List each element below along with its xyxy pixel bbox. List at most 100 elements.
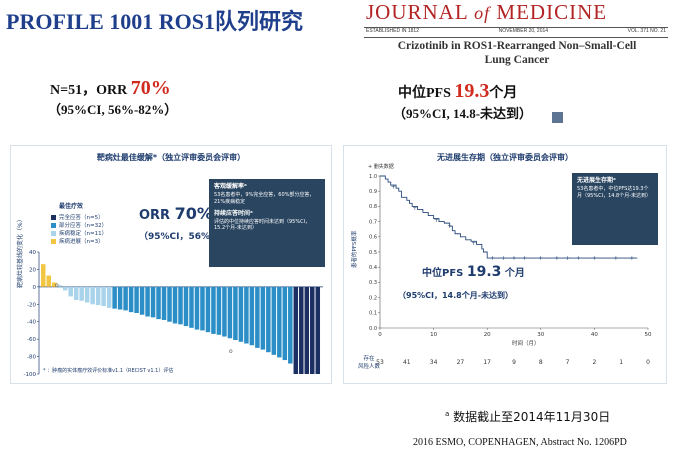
waterfall-bar (68, 286, 73, 297)
pfs-curve: + + + + + + + + + + + + + + + + (380, 175, 638, 262)
waterfall-bar (172, 286, 178, 324)
waterfall-bar (101, 286, 106, 307)
legend-label: 完全应答（n=5） (59, 215, 104, 221)
accent-square (552, 112, 563, 123)
risk-number: 41 (402, 359, 411, 366)
masthead-volume: VOL. 371 NO. 21 (627, 28, 666, 34)
waterfall-footnote: * ：肿瘤的实体瘤疗效评价标准v1.1（RECIST v1.1）评估 (43, 368, 174, 374)
km-pfs-unit: 个月 (504, 268, 525, 279)
pfs-y-tick-label: 0.0 (369, 326, 377, 332)
pfs-censor-mark: + (613, 255, 618, 262)
waterfall-bar (238, 286, 244, 342)
pfs-y-tick-label: 0.9 (369, 189, 377, 195)
masthead-established: ESTABLISHED IN 1812 (366, 28, 419, 34)
waterfall-bar (299, 286, 304, 374)
waterfall-bar (271, 286, 277, 355)
data-note-text: 数据截止至2014年11月30日 (453, 410, 611, 424)
waterfall-bar (84, 286, 90, 303)
waterfall-bar (95, 286, 101, 306)
legend-swatch (51, 214, 56, 220)
pfs-callout-title: 无进展生存期ᵃ (577, 177, 616, 184)
waterfall-orr: ORR 70% (139, 204, 213, 223)
waterfall-bar (46, 275, 51, 287)
pfs-censor-mark: + (490, 255, 495, 262)
legend-swatch (51, 238, 56, 244)
pfs-value: 19.3 (454, 80, 490, 102)
legend-label: 疾病稳定（n=11） (59, 231, 108, 237)
risk-number: 53 (376, 359, 384, 366)
waterfall-bar (310, 286, 315, 374)
waterfall-title: 靶病灶最佳缓解*（独立评审委员会评审） (96, 153, 246, 162)
risk-label-line1: 存在 (363, 356, 375, 362)
waterfall-bar (106, 286, 112, 308)
waterfall-bar (200, 286, 205, 331)
legend-item: 部分应答（n=32） (51, 221, 107, 229)
pfs-censor-mark: + (565, 255, 570, 262)
waterfall-bar (255, 286, 260, 348)
waterfall-orr-ci: （95%CI，56%-82%） (139, 232, 245, 242)
waterfall-ylabel: 靶病灶较基线的变化（%） (17, 216, 24, 288)
risk-table-row: 53 41 34 27 17 9 8 7 2 1 0 (344, 359, 666, 371)
pfs-censor-mark: + (554, 255, 559, 262)
waterfall-bar (57, 285, 62, 287)
pfs-x-tick-label: 0 (378, 332, 382, 338)
pfs-censor-mark: + (391, 184, 396, 191)
waterfall-chart: 40 20 0 -20 -40 -60 -80 -100 (24, 250, 323, 378)
masthead-meta: ESTABLISHED IN 1812 NOVEMBER 20, 2014 VO… (366, 28, 666, 34)
article-headline-line1: Crizotinib in ROS1-Rearranged Non–Small-… (397, 40, 637, 52)
risk-number: 17 (483, 359, 491, 366)
callout-orr-title: 客观缓解率ᵃ (214, 183, 247, 190)
legend-title: 最佳疗效 (59, 203, 84, 210)
risk-number: 27 (456, 359, 465, 366)
masthead-date: NOVEMBER 20, 2014 (498, 28, 549, 34)
pfs-y-tick-label: 0.2 (369, 295, 377, 301)
pfs-censor-mark: + (412, 205, 417, 212)
risk-number: 34 (429, 359, 438, 366)
waterfall-y-tick-label: -60 (27, 337, 36, 343)
waterfall-bar (277, 286, 282, 358)
page-title: PROFILE 1001 ROS1队列研究 (6, 9, 304, 34)
pfs-x-tick-label: 40 (591, 332, 598, 338)
waterfall-bar (244, 286, 249, 344)
pfs-y-tick-label: 0.7 (369, 219, 377, 225)
masthead-rule (364, 27, 668, 38)
pfs-censor-mark: + (592, 255, 597, 262)
risk-number: 1 (619, 359, 624, 366)
risk-number: 9 (512, 359, 516, 366)
waterfall-bar (161, 286, 167, 320)
legend-label: 疾病进展（n=3） (59, 239, 104, 245)
waterfall-bar (205, 286, 211, 333)
source-citation: 2016 ESMO, COPENHAGEN, Abstract No. 1206… (413, 437, 627, 448)
waterfall-bar (145, 286, 150, 317)
risk-number: 2 (592, 359, 597, 366)
pfs-censor-mark: + (522, 255, 527, 262)
legend-label: 部分应答（n=32） (59, 223, 108, 229)
waterfall-bar (134, 286, 139, 313)
waterfall-orr-label: ORR (139, 208, 171, 223)
risk-label-line2: 风险人数 (358, 363, 381, 370)
pfs-x-tick-label: 10 (430, 332, 437, 338)
orr-value: 70% (130, 77, 171, 99)
waterfall-bar (117, 286, 123, 310)
response-callout: 客观缓解率ᵃ 53名患者中，9%完全应答，60%部分应答，21%疾病稳定 持续应… (209, 179, 325, 267)
waterfall-panel: 靶病灶最佳缓解*（独立评审委员会评审） 40 20 0 -20 -40 -60 -80 -10… (10, 145, 332, 384)
waterfall-orr-value: 70% (174, 204, 213, 223)
pfs-censor-mark: + (434, 217, 439, 224)
waterfall-bar (178, 286, 183, 325)
pfs-xlabel: 时间（月） (512, 341, 540, 347)
pfs-censor-mark: + (629, 255, 634, 262)
risk-number: 7 (565, 359, 570, 366)
legend-swatch (51, 230, 56, 236)
waterfall-bar (233, 286, 238, 341)
waterfall-bar (128, 286, 134, 313)
waterfall-bar (183, 286, 189, 327)
waterfall-y-tick-label: -80 (27, 355, 36, 361)
outlier-marker-2: o (229, 348, 233, 355)
risk-number: 0 (646, 359, 650, 366)
pfs-y-tick-label: 0.3 (369, 280, 377, 286)
waterfall-y-tick-label: 20 (29, 267, 36, 273)
waterfall-bar (266, 286, 271, 353)
journal-name: JOURNAL of MEDICINE (366, 0, 608, 24)
pfs-y-tick-label: 0.1 (369, 311, 377, 317)
waterfall-bar (156, 286, 161, 320)
